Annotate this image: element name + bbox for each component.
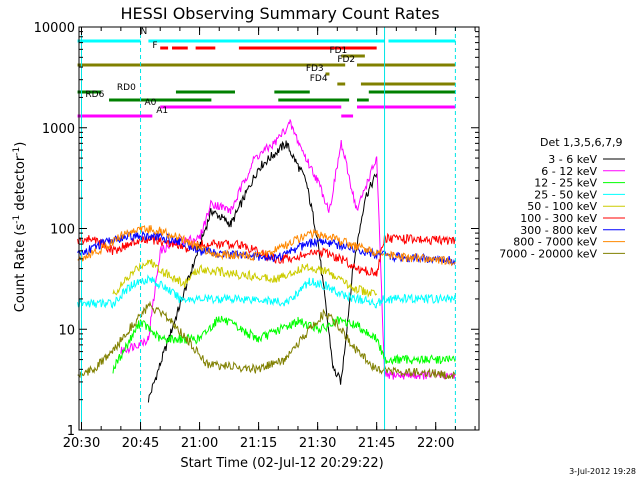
flag-f-label: F xyxy=(152,41,157,51)
flag-fd3-label: FD3 xyxy=(306,64,324,74)
flag-rd0-label: RD0 xyxy=(117,83,136,93)
legend-label-1: 3 - 6 keV xyxy=(548,153,597,166)
series-line-3 xyxy=(112,315,456,374)
chart-title: HESSI Observing Summary Count Rates xyxy=(120,4,439,23)
y-tick-label-2: 10 xyxy=(58,323,75,338)
x-tick-label-6: 21:45 xyxy=(358,436,395,451)
y-tick-label-4: 1000 xyxy=(42,122,75,137)
series-line-5 xyxy=(112,259,378,298)
legend-label-2: 6 - 12 keV xyxy=(541,165,597,178)
flag-a0-label: A0 xyxy=(144,98,156,108)
legend-title: Det 1,3,5,6,7,9 xyxy=(540,136,623,149)
legend-label-3: 12 - 25 keV xyxy=(534,177,597,190)
y-tick-label-5: 10000 xyxy=(34,21,75,36)
y-tick-label-1: 1 xyxy=(67,424,75,439)
timestamp: 3-Jul-2012 19:28 xyxy=(569,467,636,476)
y-axis-label: Count Rate (s-1 detector-1) xyxy=(12,142,28,313)
flag-n-label: N xyxy=(141,27,148,37)
legend-label-5: 50 - 100 keV xyxy=(527,200,597,213)
legend-label-4: 25 - 50 keV xyxy=(534,188,597,201)
x-tick-label-1: 20:30 xyxy=(63,436,100,451)
flag-rd6-label: RD6 xyxy=(85,90,104,100)
x-tick-label-4: 21:15 xyxy=(240,436,277,451)
flag-fd1-label: FD1 xyxy=(329,46,347,56)
axes: 1 10 100 1000 10000 20:30 20:45 21:00 21:15 21:30… xyxy=(34,21,480,451)
y-tick-label-3: 100 xyxy=(50,223,75,238)
legend-label-8: 800 - 7000 keV xyxy=(513,236,597,249)
series-line-1 xyxy=(147,140,378,403)
x-tick-label-3: 21:00 xyxy=(181,436,218,451)
legend-label-9: 7000 - 20000 keV xyxy=(499,247,597,260)
legend-label-6: 100 - 300 keV xyxy=(520,212,597,225)
x-tick-label-2: 20:45 xyxy=(122,436,159,451)
flag-fd2-label: FD2 xyxy=(337,55,355,65)
flag-a1-label: A1 xyxy=(156,106,168,116)
legend-label-7: 300 - 800 keV xyxy=(520,224,597,237)
x-axis-label: Start Time (02-Jul-12 20:29:22) xyxy=(180,456,383,471)
x-tick-label-5: 21:30 xyxy=(299,436,336,451)
flag-fd4-label: FD4 xyxy=(310,74,328,84)
x-tick-label-7: 22:00 xyxy=(417,436,454,451)
